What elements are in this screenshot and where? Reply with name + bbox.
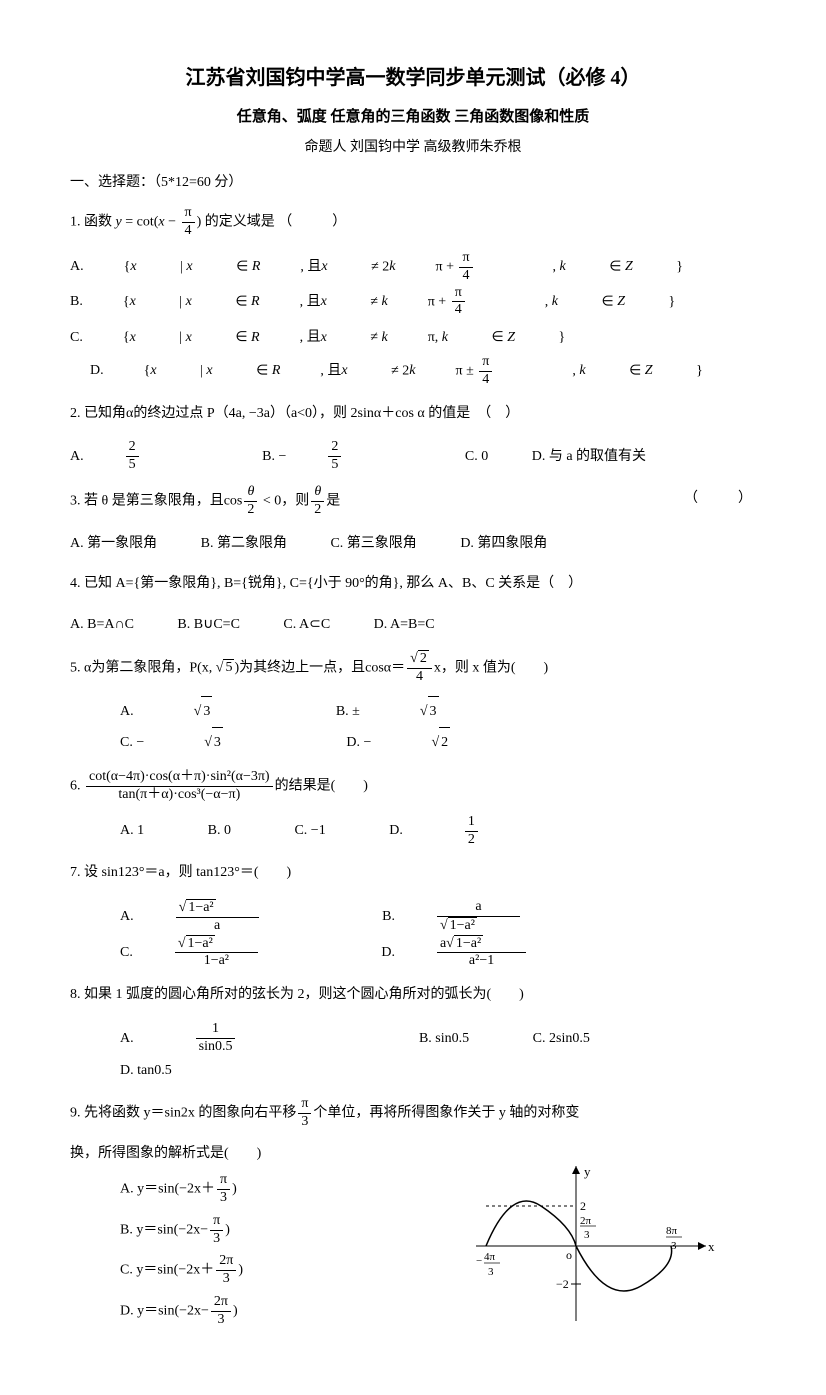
q9-options: A. y＝sin(−2x＋π3) B. y＝sin(−2x−π3) C. y＝s… — [120, 1166, 243, 1334]
question-6: 6. cot(α−4π)·cos(α＋π)·sin²(α−3π)tan(π＋α)… — [70, 769, 756, 804]
x-arrow — [698, 1242, 706, 1250]
subtitle: 任意角、弧度 任意角的三角函数 三角函数图像和性质 — [70, 104, 756, 131]
y-arrow — [572, 1166, 580, 1174]
frac-left-num: − — [476, 1255, 482, 1267]
svg-text:3: 3 — [671, 1240, 677, 1252]
page-title: 江苏省刘国钧中学高一数学同步单元测试（必修 4） — [70, 60, 756, 96]
x-label: x — [708, 1239, 715, 1254]
question-4: 4. 已知 A={第一象限角}, B={锐角}, C={小于 90°的角}, 那… — [70, 569, 756, 600]
q7-options: A. √1−a²a B. a√1−a² C. √1−a²1−a² D. a√1−… — [120, 899, 756, 970]
question-8: 8. 如果 1 弧度的圆心角所对的弦长为 2，则这个圆心角所对的弧长为( ) — [70, 980, 756, 1011]
tick-2: 2 — [580, 1199, 586, 1213]
q4-options: A. B=A∩C B. B∪C=C C. A⊂C D. A=B=C — [70, 610, 756, 641]
q3-options: A. 第一象限角 B. 第二象限角 C. 第三象限角 D. 第四象限角 — [70, 529, 756, 560]
tick-neg2: −2 — [556, 1277, 569, 1291]
question-7: 7. 设 sin123°＝a，则 tan123°＝( ) — [70, 858, 756, 889]
question-2: 2. 已知角α的终边过点 P（4a, −3a）（a<0），则 2sinα＋cos… — [70, 399, 756, 430]
q1-options-row2: C. {x | x ∈ R, 且x ≠ kπ, k ∈ Z } D. {x | … — [70, 323, 756, 388]
question-9: 9. 先将函数 y＝sin2x 的图象向右平移π3个单位，再将所得图象作关于 y… — [70, 1096, 756, 1131]
q8-options: A. 1sin0.5 B. sin0.5 C. 2sin0.5 D. tan0.… — [120, 1021, 756, 1086]
frac-2pi3-num: 2π — [580, 1215, 592, 1227]
question-1: 1. 函数 y = cot(x − π4) 的定义域是 （ ） — [70, 205, 756, 240]
sine-chart: y x o 2 −2 2π 3 − 4π 3 8π 3 — [456, 1156, 716, 1335]
q1-expr-text: 的定义域是 — [205, 215, 275, 230]
q1-stem: 1. 函数 — [70, 215, 112, 230]
q2-options: A. 25 B. −25 C. 0 D. 与 a 的取值有关 — [70, 439, 756, 474]
frac-2pi3-den: 3 — [584, 1229, 590, 1241]
question-3: 3. 若 θ 是第三象限角，且cosθ2 < 0，则θ2是 （ ） — [70, 484, 756, 519]
svg-text:8π: 8π — [666, 1225, 678, 1237]
section-heading: 一、选择题：（5*12=60 分） — [70, 170, 756, 195]
q1-options-row1: A. {x | x ∈ R, 且x ≠ 2kπ + π4, k ∈ Z } B.… — [70, 250, 756, 319]
question-5: 5. α为第二象限角，P(x, √5)为其终边上一点，且cosα＝√24x，则 … — [70, 651, 756, 686]
q1-expr-label: y — [116, 215, 122, 230]
svg-text:4π: 4π — [484, 1251, 496, 1263]
author: 命题人 刘国钧中学 高级教师朱乔根 — [70, 135, 756, 160]
q1-blank: （ ） — [278, 215, 350, 230]
svg-text:3: 3 — [488, 1266, 494, 1278]
y-label: y — [584, 1164, 591, 1179]
q5-options: A. √3 B. ±√3 C. −√3 D. −√2 — [120, 696, 756, 760]
q6-options: A. 1 B. 0 C. −1 D. 12 — [120, 814, 756, 849]
chart-svg: y x o 2 −2 2π 3 − 4π 3 8π 3 — [456, 1156, 716, 1326]
origin-label: o — [566, 1248, 572, 1262]
